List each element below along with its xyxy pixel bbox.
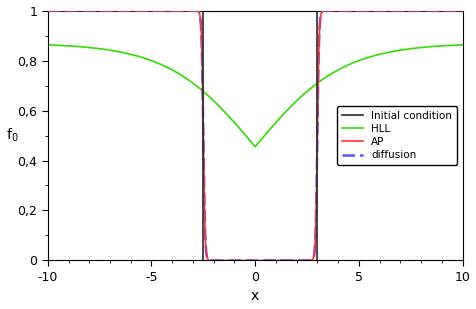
AP (426, 9, 432, 12)
HLL (242, 133, 248, 136)
HLL (222, 111, 228, 114)
diffusion (222, 259, 228, 262)
AP (447, 9, 453, 12)
Line: HLL: HLL (48, 45, 463, 147)
Y-axis label: f$_0$: f$_0$ (6, 127, 18, 144)
Line: AP: AP (48, 11, 463, 260)
AP (222, 259, 228, 262)
diffusion (232, 259, 238, 262)
diffusion (219, 259, 225, 262)
HLL (45, 43, 50, 47)
diffusion (460, 9, 466, 12)
AP (45, 9, 50, 12)
diffusion (347, 9, 352, 12)
Legend: Initial condition, HLL, AP, diffusion: Initial condition, HLL, AP, diffusion (337, 106, 457, 165)
diffusion (426, 9, 432, 12)
diffusion (447, 9, 453, 12)
AP (347, 9, 352, 12)
HLL (347, 63, 352, 66)
diffusion (45, 9, 50, 12)
HLL (447, 44, 453, 47)
AP (232, 259, 238, 262)
X-axis label: x: x (251, 290, 259, 303)
HLL (460, 43, 466, 47)
HLL (219, 107, 225, 111)
diffusion (242, 259, 248, 262)
HLL (426, 45, 432, 49)
HLL (252, 145, 258, 149)
AP (460, 9, 466, 12)
AP (219, 259, 225, 262)
Line: diffusion: diffusion (48, 11, 463, 260)
AP (242, 259, 248, 262)
